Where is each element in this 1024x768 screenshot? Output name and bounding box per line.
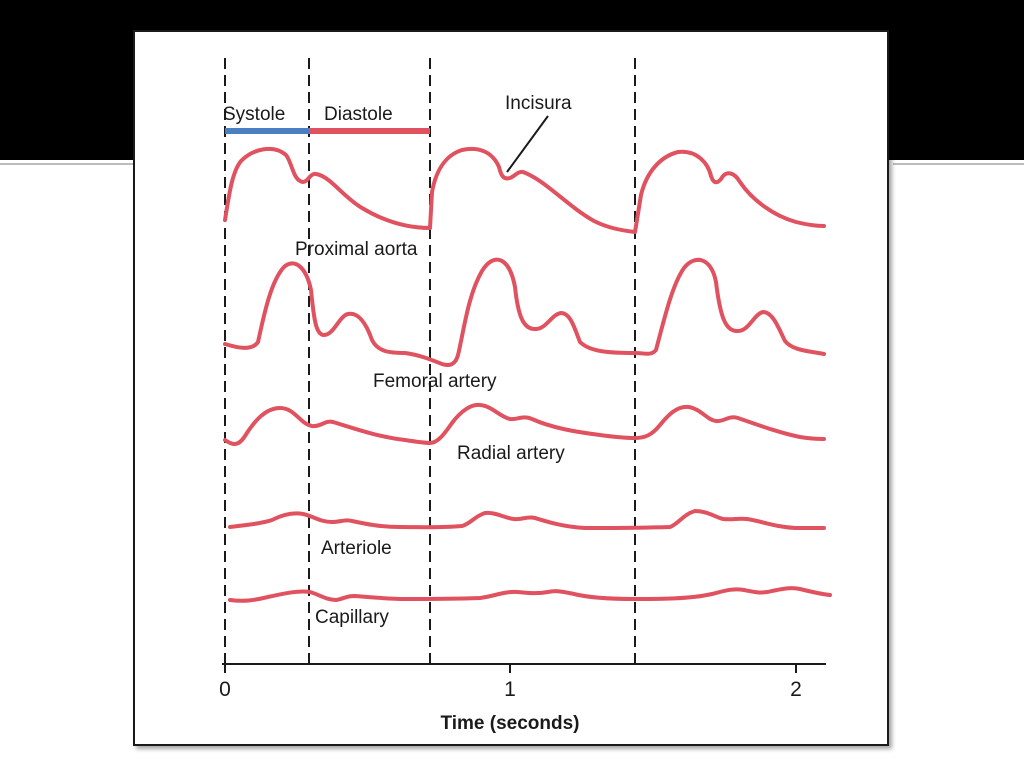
label-femoral-artery: Femoral artery: [373, 371, 497, 392]
tick-label-1: 1: [504, 678, 516, 701]
waveform-proximal-aorta: [223, 146, 826, 234]
diastole-label: Diastole: [324, 104, 393, 125]
horizontal-rule-right: [893, 163, 1024, 165]
waveform-femoral-artery: [223, 257, 826, 367]
label-radial-artery: Radial artery: [457, 443, 565, 464]
label-arteriole: Arteriole: [321, 538, 392, 559]
incisura-pointer: [506, 115, 549, 173]
incisura-label: Incisura: [505, 93, 572, 114]
time-axis: [222, 663, 826, 673]
tick-label-0: 0: [219, 678, 231, 701]
tick-label-2: 2: [790, 678, 802, 701]
label-capillary: Capillary: [315, 607, 389, 628]
axis-title: Time (seconds): [440, 713, 579, 734]
waveform-arteriole: [228, 509, 826, 530]
waveform-capillary: [228, 586, 832, 603]
horizontal-rule-left: [0, 163, 133, 165]
systole-label: Systole: [223, 104, 285, 125]
waveform-radial-artery: [223, 402, 826, 446]
label-proximal-aorta: Proximal aorta: [295, 239, 418, 260]
